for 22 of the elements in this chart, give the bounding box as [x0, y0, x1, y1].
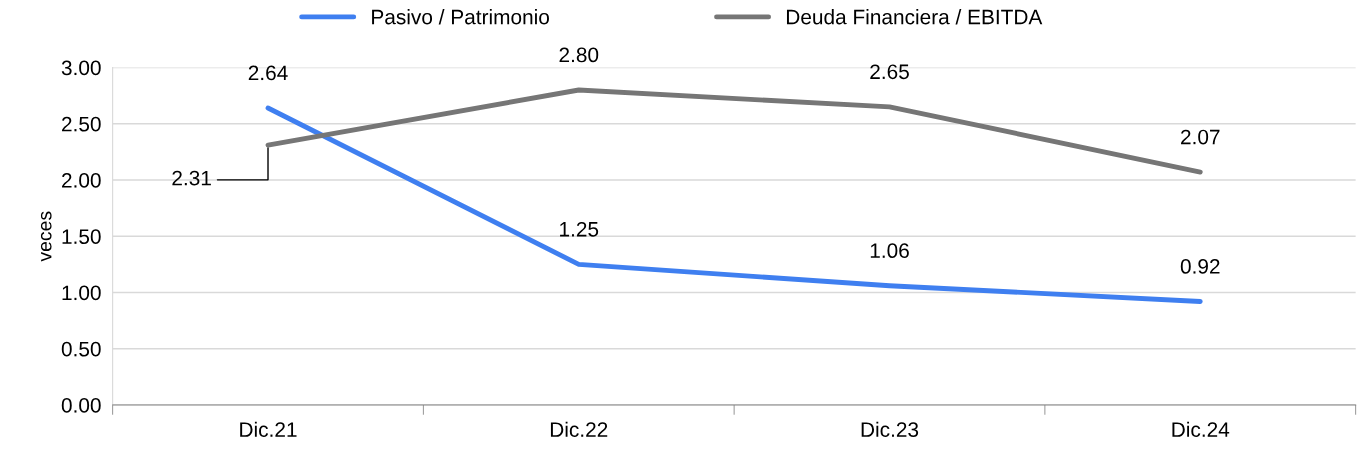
- x-tick-label: Dic.21: [240, 421, 297, 437]
- data-label: 2.31: [172, 170, 211, 186]
- y-tick-label: 2.00: [62, 173, 101, 188]
- data-label: 1.06: [870, 243, 909, 259]
- y-axis-title: veces: [40, 211, 52, 262]
- y-tick-label: 0.00: [61, 398, 101, 413]
- data-label: 2.07: [1181, 129, 1220, 145]
- data-label: 1.25: [560, 221, 599, 237]
- legend-label: Pasivo / Patrimonio: [372, 9, 549, 25]
- data-label: 0.92: [1180, 259, 1220, 274]
- data-label: 2.80: [559, 47, 599, 63]
- x-tick-label: Dic.22: [550, 421, 608, 437]
- y-tick-label: 1.00: [62, 285, 101, 301]
- x-tick-label: Dic.24: [1172, 421, 1230, 437]
- y-tick-label: 0.50: [61, 341, 101, 357]
- x-tick-label: Dic.23: [861, 421, 919, 437]
- y-tick-label: 1.50: [62, 229, 101, 244]
- data-label: 2.65: [870, 64, 909, 80]
- y-tick-label: 3.00: [61, 60, 101, 76]
- data-label: 2.64: [248, 65, 288, 81]
- y-tick-label: 2.50: [62, 116, 101, 132]
- legend-label: Deuda Financiera / EBITDA: [786, 9, 1043, 25]
